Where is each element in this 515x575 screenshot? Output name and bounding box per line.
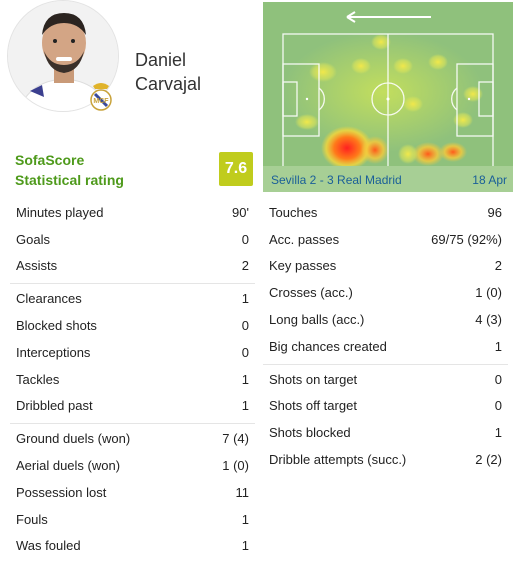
stats-group: Minutes played 90' Goals 0 Assists 2: [10, 199, 255, 279]
stat-label: Blocked shots: [16, 318, 97, 334]
stat-label: Minutes played: [16, 204, 104, 220]
stat-row: Dribble attempts (succ.) 2 (2): [263, 446, 508, 473]
stat-label: Ground duels (won): [16, 431, 131, 447]
stat-label: Shots on target: [269, 371, 358, 387]
match-result[interactable]: Sevilla 2 - 3 Real Madrid: [271, 173, 402, 187]
match-date: 18 Apr: [472, 173, 507, 187]
stat-label: Possession lost: [16, 484, 107, 500]
stat-value: 4 (3): [475, 312, 502, 328]
stat-label: Big chances created: [269, 338, 387, 354]
stat-value: 0: [494, 371, 502, 387]
stat-label: Dribble attempts (succ.): [269, 452, 407, 468]
stat-row: Assists 2: [10, 253, 255, 280]
stats-group: Shots on target 0 Shots off target 0 Shots…: [263, 363, 508, 473]
stat-value: 1: [241, 511, 249, 527]
rating-label-text: Statistical rating: [15, 172, 124, 188]
stat-label: Touches: [269, 204, 318, 220]
stat-row: Fouls 1: [10, 506, 255, 533]
stat-label: Was fouled: [16, 538, 81, 554]
attack-direction-arrow-icon: [346, 11, 431, 23]
stat-row: Blocked shots 0: [10, 312, 255, 339]
player-name: Daniel Carvajal: [135, 48, 201, 96]
heatmap-footer: [263, 166, 513, 192]
stat-value: 1: [241, 291, 249, 307]
stat-value: 0: [241, 231, 249, 247]
stat-value: 0: [494, 398, 502, 414]
player-last-name: Carvajal: [135, 74, 202, 94]
stat-value: 0: [241, 344, 249, 360]
stat-row: Big chances created 1: [263, 333, 508, 360]
stat-row: Possession lost 11: [10, 479, 255, 506]
stat-row: Was fouled 1: [10, 533, 255, 560]
stat-row: Interceptions 0: [10, 339, 255, 366]
stat-row: Minutes played 90': [10, 199, 255, 226]
stat-row: Crosses (acc.) 1 (0): [263, 279, 508, 306]
stat-label: Tackles: [16, 371, 60, 387]
stats-group: Ground duels (won) 7 (4) Aerial duels (wo…: [10, 423, 255, 559]
stats-left-column: Minutes played 90' Goals 0 Assists 2 Cleara…: [10, 199, 255, 559]
rating-badge: 7.6: [219, 152, 253, 186]
stat-value: 7 (4): [222, 431, 249, 447]
stat-row: Goals 0: [10, 226, 255, 253]
stat-label: Fouls: [16, 511, 48, 527]
stat-value: 1 (0): [222, 458, 249, 474]
stat-row: Tackles 1: [10, 366, 255, 393]
stat-value: 11: [235, 484, 250, 500]
stat-label: Interceptions: [16, 344, 91, 360]
stat-label: Goals: [16, 231, 50, 247]
heatmap: [263, 2, 513, 192]
stat-row: Shots off target 0: [263, 393, 508, 420]
stat-row: Clearances 1: [10, 285, 255, 312]
player-first-name: Daniel: [135, 50, 187, 70]
stat-value: 96: [487, 204, 502, 220]
stat-label: Clearances: [16, 291, 82, 307]
stat-row: Aerial duels (won) 1 (0): [10, 452, 255, 479]
stat-value: 1: [494, 425, 502, 441]
stat-row: Shots blocked 1: [263, 419, 508, 446]
stats-group: Clearances 1 Blocked shots 0 Interceptions…: [10, 283, 255, 419]
stat-value: 90': [232, 204, 249, 220]
stats-right-column: Touches 96 Acc. passes 69/75 (92%) Key pas…: [263, 199, 508, 473]
rating-label: SofaScore Statistical rating: [15, 150, 124, 190]
stat-row: Dribbled past 1: [10, 393, 255, 420]
rating-label-brand: SofaScore: [15, 152, 85, 168]
stat-value: 1: [241, 538, 249, 554]
stat-label: Crosses (acc.): [269, 285, 353, 301]
stat-label: Shots off target: [269, 398, 357, 414]
stat-value: 2 (2): [475, 452, 502, 468]
player-avatar: [7, 0, 119, 112]
stat-row: Touches 96: [263, 199, 508, 226]
stat-value: 1: [241, 371, 249, 387]
stat-value: 0: [241, 318, 249, 334]
stat-label: Long balls (acc.): [269, 312, 365, 328]
club-badge-icon: MCF: [88, 80, 114, 112]
stat-label: Assists: [16, 258, 58, 274]
stat-value: 1: [494, 338, 502, 354]
stat-row: Key passes 2: [263, 253, 508, 280]
stat-value: 2: [241, 258, 249, 274]
stat-label: Key passes: [269, 258, 337, 274]
stat-value: 1: [241, 398, 249, 414]
stat-row: Acc. passes 69/75 (92%): [263, 226, 508, 253]
svg-text:MCF: MCF: [93, 98, 109, 105]
stat-row: Ground duels (won) 7 (4): [10, 425, 255, 452]
stat-label: Acc. passes: [269, 231, 340, 247]
stat-value: 69/75 (92%): [431, 231, 502, 247]
stat-value: 1 (0): [475, 285, 502, 301]
stat-row: Long balls (acc.) 4 (3): [263, 306, 508, 333]
stat-value: 2: [494, 258, 502, 274]
stat-label: Shots blocked: [269, 425, 351, 441]
stat-label: Aerial duels (won): [16, 458, 121, 474]
player-photo: [8, 1, 118, 111]
stat-label: Dribbled past: [16, 398, 93, 414]
stats-group: Touches 96 Acc. passes 69/75 (92%) Key pas…: [263, 199, 508, 360]
stat-row: Shots on target 0: [263, 366, 508, 393]
